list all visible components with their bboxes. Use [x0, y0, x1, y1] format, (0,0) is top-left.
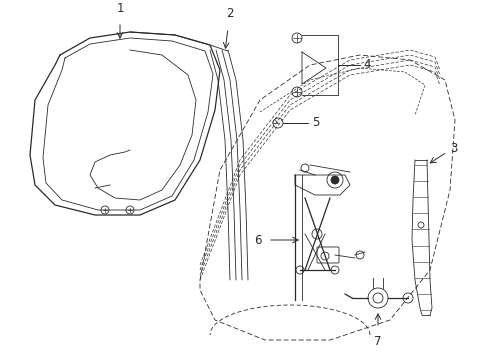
- Text: 4: 4: [362, 58, 370, 72]
- Text: 1: 1: [116, 2, 123, 15]
- Circle shape: [330, 176, 338, 184]
- Text: 6: 6: [254, 234, 262, 247]
- Text: 7: 7: [373, 335, 381, 348]
- Text: 3: 3: [449, 141, 456, 154]
- Text: 5: 5: [311, 117, 319, 130]
- Text: 2: 2: [226, 7, 233, 20]
